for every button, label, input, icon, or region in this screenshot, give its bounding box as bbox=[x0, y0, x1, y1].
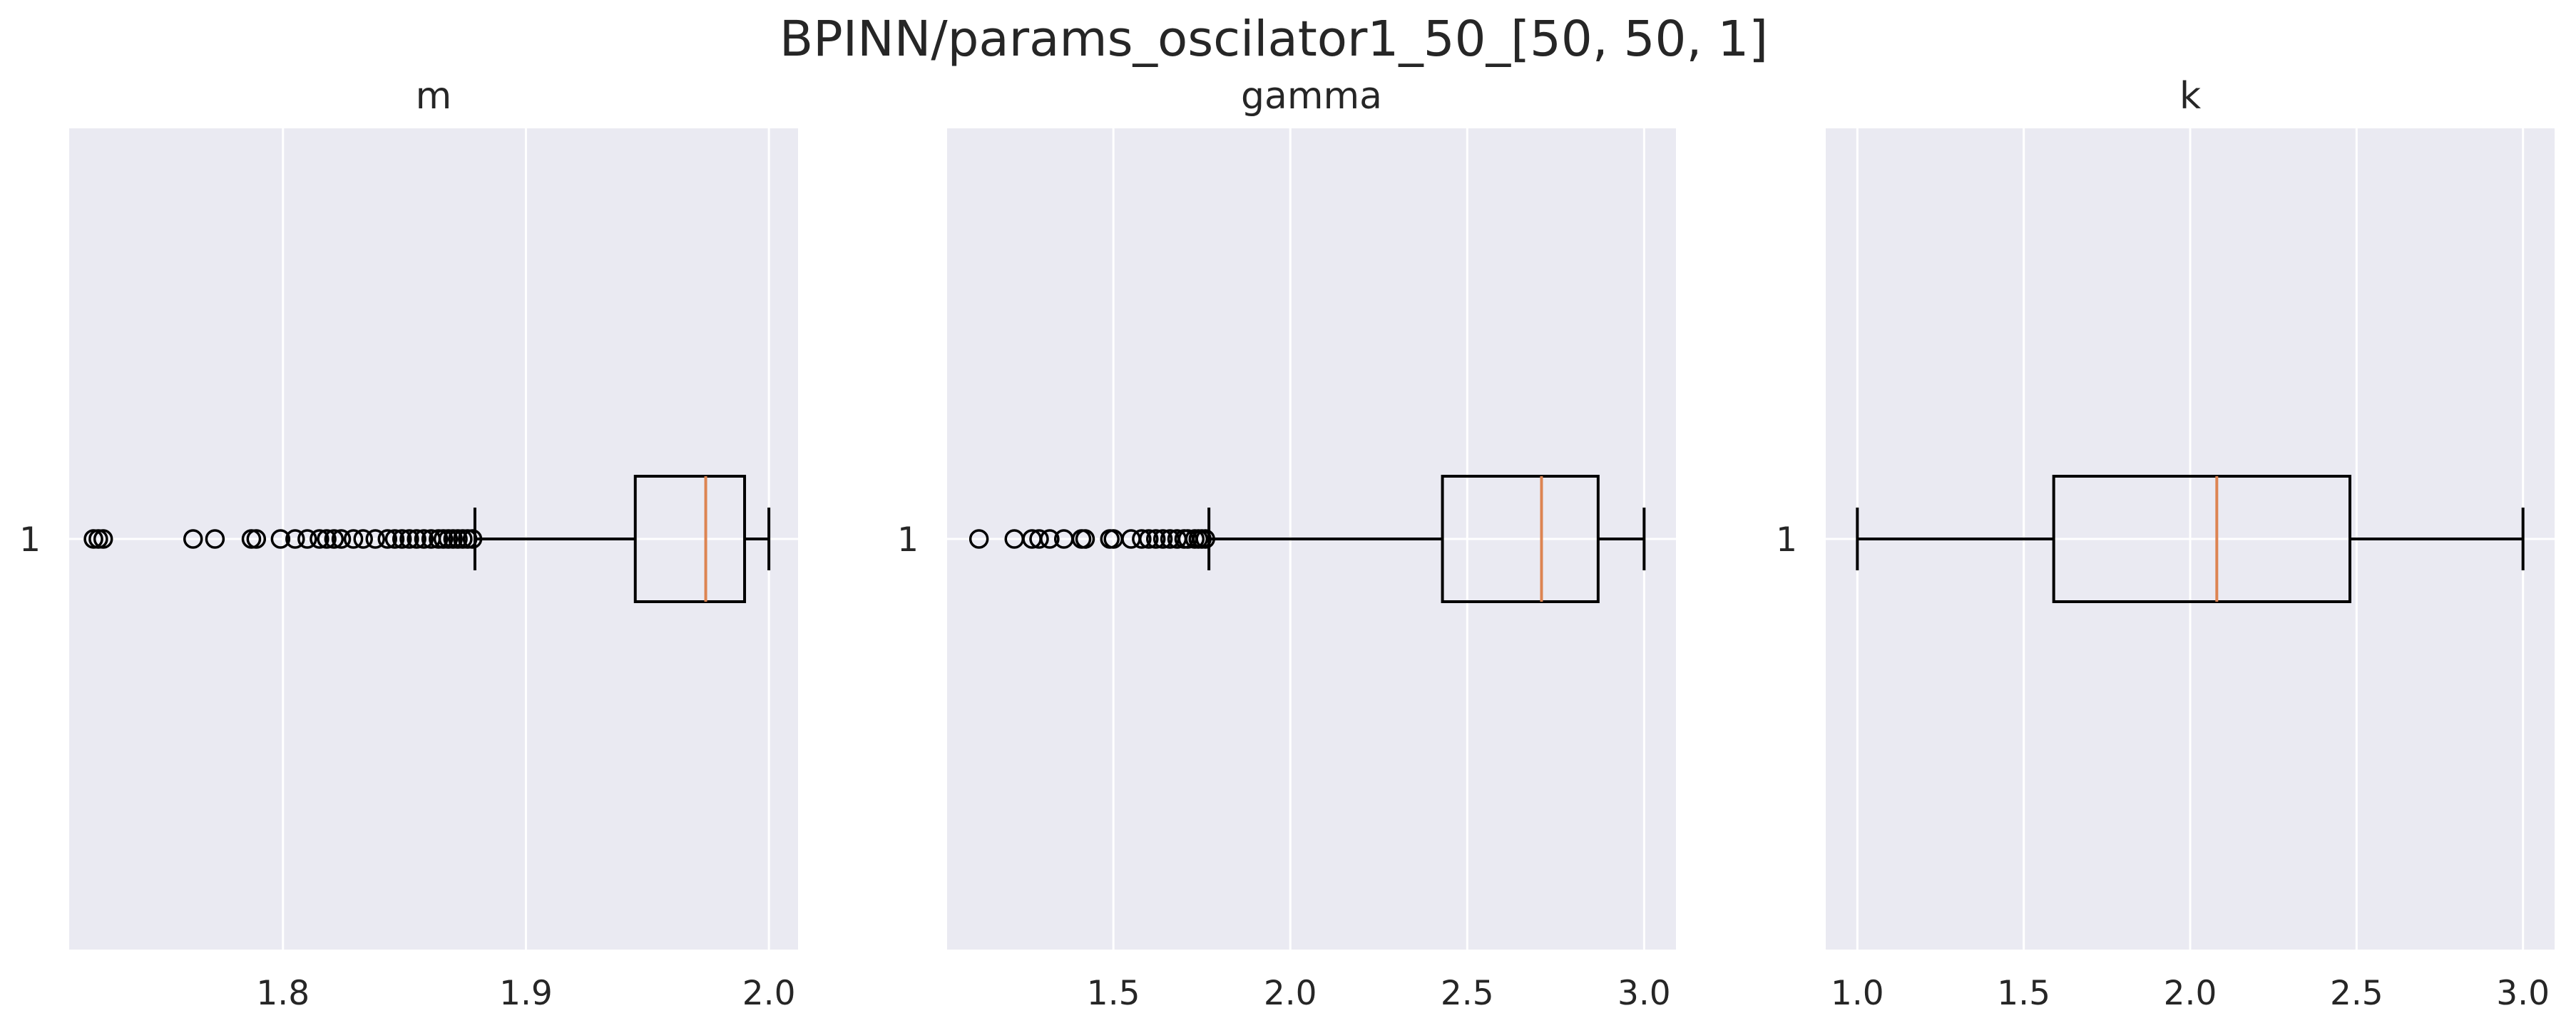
outlier-point bbox=[407, 529, 426, 549]
outlier-point bbox=[246, 529, 267, 549]
x-tick-label: 1.8 bbox=[256, 974, 310, 1013]
x-tick-label: 2.0 bbox=[1264, 974, 1317, 1013]
outlier-point bbox=[88, 529, 108, 549]
outlier-point bbox=[205, 529, 225, 549]
outlier-point bbox=[377, 529, 398, 549]
outlier-point bbox=[433, 529, 454, 549]
outlier-point bbox=[392, 529, 412, 549]
outlier-point bbox=[457, 529, 478, 549]
x-tick-label: 2.0 bbox=[2164, 974, 2217, 1013]
box bbox=[1441, 475, 1600, 603]
x-tick-label: 1.9 bbox=[499, 974, 553, 1013]
subplot-title: gamma bbox=[1241, 75, 1382, 118]
subplot-3: k 1.0 1.5 2.0 2.5 3.0 1 bbox=[1776, 75, 2555, 1013]
outlier-point bbox=[453, 529, 473, 549]
outlier-point bbox=[365, 529, 385, 549]
outlier-point bbox=[183, 529, 203, 549]
outlier-point bbox=[429, 529, 449, 549]
outlier-point bbox=[1029, 529, 1049, 549]
outlier-point bbox=[324, 529, 344, 549]
outlier-point bbox=[83, 529, 103, 549]
box bbox=[633, 475, 747, 603]
x-tick-label: 2.0 bbox=[742, 974, 796, 1013]
box bbox=[2052, 475, 2352, 603]
x-tick-label: 1.5 bbox=[1997, 974, 2050, 1013]
outlier-point bbox=[1195, 529, 1215, 549]
y-tick-label: 1 bbox=[897, 520, 919, 560]
outlier-point bbox=[1040, 529, 1060, 549]
outlier-point bbox=[1139, 529, 1159, 549]
outlier-point bbox=[1075, 529, 1095, 549]
outlier-point bbox=[331, 529, 352, 549]
outlier-point bbox=[93, 529, 113, 549]
outlier-point bbox=[1152, 529, 1173, 549]
outlier-point bbox=[310, 529, 329, 549]
outlier-point bbox=[297, 529, 317, 549]
outlier-point bbox=[462, 529, 483, 549]
outlier-point bbox=[414, 529, 434, 549]
x-tick-label: 2.5 bbox=[2330, 974, 2383, 1013]
subplot-2: gamma 1.5 2.0 2.5 3.0 1 bbox=[897, 75, 1676, 1013]
outlier-point bbox=[968, 529, 989, 549]
outlier-point bbox=[285, 529, 305, 549]
outlier-point bbox=[343, 529, 364, 549]
outlier-point bbox=[438, 529, 459, 549]
x-tick-label: 3.0 bbox=[2496, 974, 2550, 1013]
subplots: m 1.8 1.9 2.0 1 gamma 1.5 2.0 2.5 3.0 1 k 1.0 1.5 2.0 2… bbox=[19, 75, 2555, 1013]
outlier-point bbox=[317, 529, 337, 549]
outlier-point bbox=[399, 529, 419, 549]
outlier-point bbox=[384, 529, 405, 549]
x-tick-label: 1.0 bbox=[1831, 974, 1884, 1013]
outlier-point bbox=[270, 529, 291, 549]
y-tick-label: 1 bbox=[19, 520, 41, 560]
outlier-point bbox=[448, 529, 468, 549]
outlier-point bbox=[241, 529, 262, 549]
outlier-point bbox=[1132, 529, 1152, 549]
outlier-point bbox=[443, 529, 464, 549]
outlier-point bbox=[1145, 529, 1166, 549]
subplot-title: k bbox=[2179, 75, 2201, 118]
outlier-point bbox=[353, 529, 373, 549]
subplot-title: m bbox=[416, 75, 452, 118]
subplot-1: m 1.8 1.9 2.0 1 bbox=[19, 75, 798, 1013]
x-tick-label: 3.0 bbox=[1617, 974, 1671, 1013]
x-tick-label: 1.5 bbox=[1087, 974, 1140, 1013]
figure-suptitle: BPINN/params_oscilator1_50_[50, 50, 1] bbox=[780, 11, 1768, 68]
y-tick-label: 1 bbox=[1776, 520, 1797, 560]
x-tick-label: 2.5 bbox=[1441, 974, 1494, 1013]
